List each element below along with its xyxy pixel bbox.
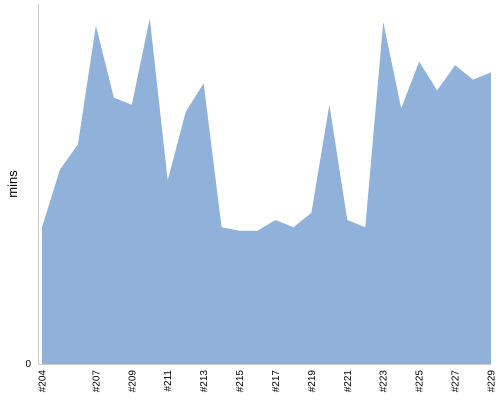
- x-tick-label: #213: [199, 370, 210, 393]
- x-tick-label: #223: [379, 370, 390, 393]
- x-tick-label: #219: [307, 370, 318, 393]
- y-tick-labels: 0: [25, 359, 31, 370]
- series-area: [42, 18, 491, 365]
- x-tick-label: #225: [415, 370, 426, 393]
- x-tick-label: #204: [38, 370, 49, 393]
- x-tick-label: #221: [343, 370, 354, 393]
- x-tick-labels: #204 #207 #209 #211 #213 #215 #217 #219 #221 #223…: [38, 370, 498, 393]
- y-tick-label: 0: [25, 359, 31, 370]
- x-tick-label: #227: [451, 370, 462, 393]
- x-tick-label: #217: [271, 370, 282, 393]
- x-tick-label: #207: [91, 370, 102, 393]
- y-axis-title: mins: [5, 170, 20, 198]
- x-tick-label: #215: [235, 370, 246, 393]
- x-tick-label: #229: [487, 370, 498, 393]
- x-tick-label: #209: [127, 370, 138, 393]
- x-tick-label: #211: [163, 370, 174, 392]
